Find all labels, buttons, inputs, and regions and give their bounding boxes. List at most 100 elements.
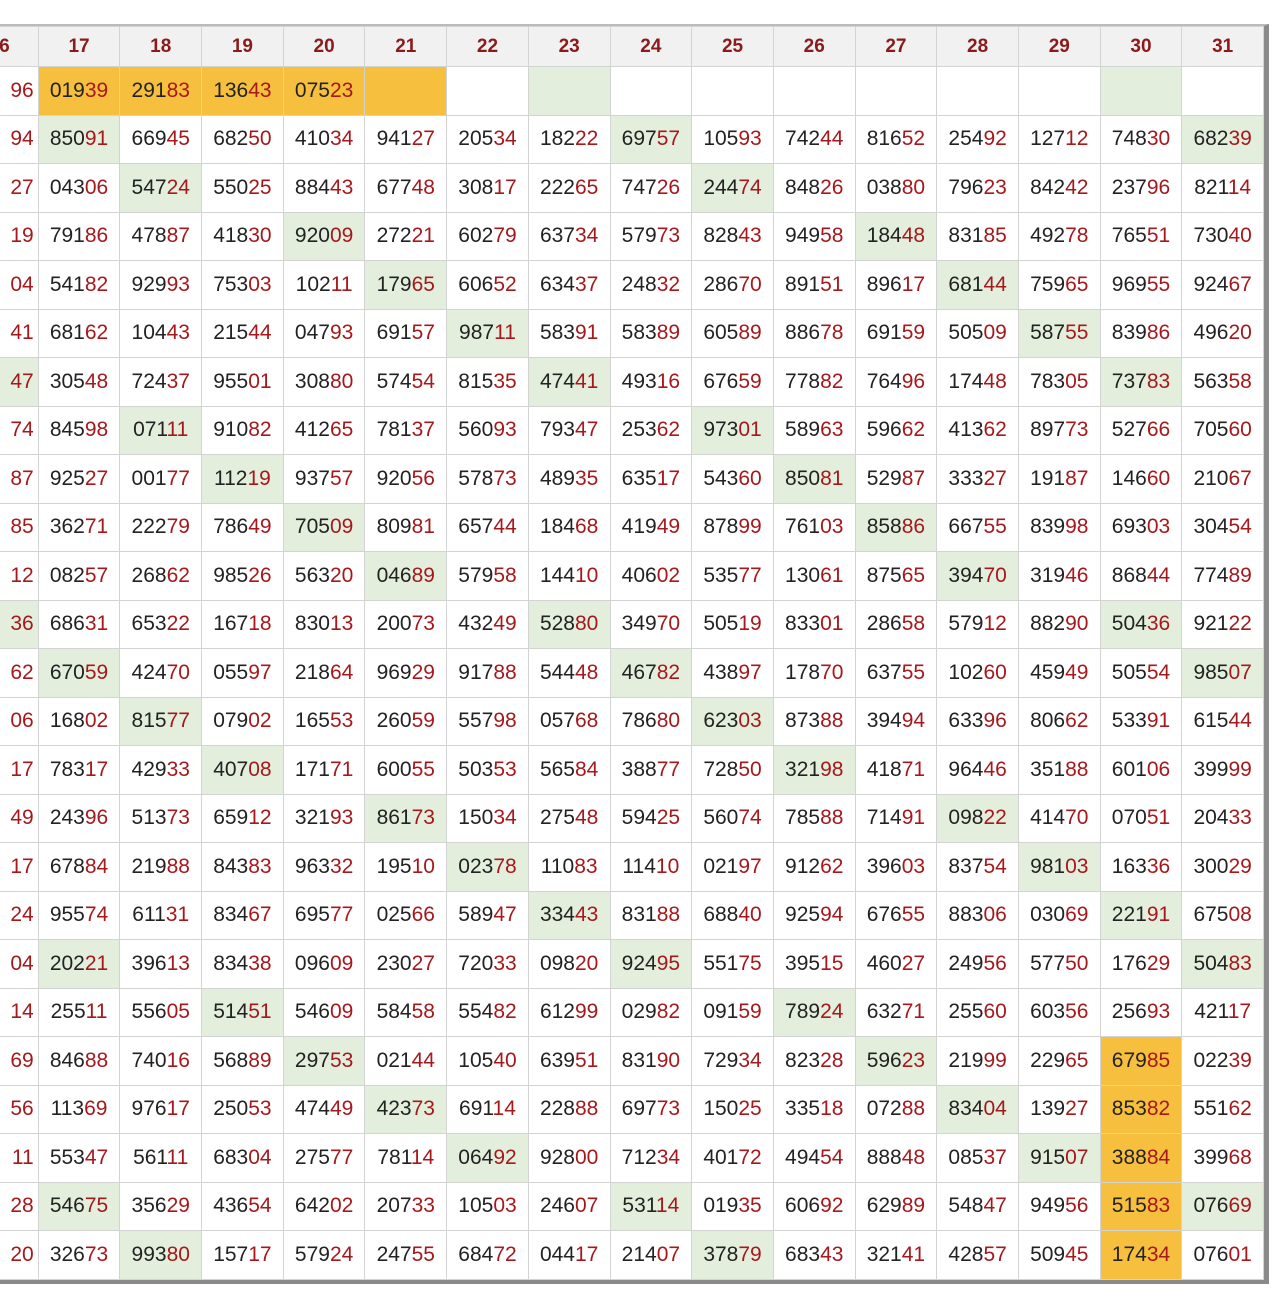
leading-digits: 275 bbox=[294, 1145, 330, 1169]
trailing-digits: 33 bbox=[493, 951, 517, 975]
leading-digits: 682 bbox=[213, 127, 249, 151]
leading-digits: 228 bbox=[539, 1097, 575, 1121]
column-header: 19 bbox=[201, 26, 284, 67]
leading-digits: 171 bbox=[294, 757, 330, 781]
trailing-digits: 36 bbox=[1146, 854, 1171, 878]
trailing-digits: 91 bbox=[1146, 709, 1171, 733]
leading-digits: 603 bbox=[1030, 1000, 1066, 1024]
trailing-digits: 85 bbox=[983, 224, 1007, 248]
number-cell: 62989 bbox=[854, 1181, 938, 1231]
trailing-digits: 44 bbox=[248, 321, 272, 345]
leading-digits: 305 bbox=[49, 369, 85, 393]
number-cell: 41034 bbox=[282, 114, 366, 164]
trailing-digits: 82 bbox=[820, 369, 844, 393]
trailing-digits: 51 bbox=[1146, 806, 1171, 830]
leading-digits: 764 bbox=[866, 369, 902, 393]
number-cell: 63437 bbox=[527, 260, 611, 310]
number-cell: 19187 bbox=[1017, 454, 1101, 504]
number-cell: 15034 bbox=[446, 793, 529, 843]
number-cell: 72934 bbox=[691, 1036, 774, 1086]
leading-digits: 064 bbox=[458, 1145, 494, 1169]
number-cell: 56093 bbox=[446, 405, 529, 455]
trailing-digits: 61 bbox=[820, 563, 844, 587]
leading-digits: 150 bbox=[703, 1097, 739, 1121]
leading-digits: 828 bbox=[703, 224, 739, 248]
trailing-digits: 74 bbox=[10, 418, 34, 442]
number-cell: 55025 bbox=[201, 163, 284, 213]
number-cell: 50509 bbox=[936, 308, 1019, 358]
trailing-digits: 12 bbox=[983, 612, 1007, 636]
leading-digits: 963 bbox=[294, 854, 330, 878]
number-cell: 06492 bbox=[446, 1133, 529, 1183]
number-cell: 68239 bbox=[1181, 114, 1264, 164]
leading-digits: 637 bbox=[866, 660, 902, 684]
number-cell: 14410 bbox=[527, 551, 611, 601]
number-cell: 67748 bbox=[364, 163, 448, 213]
leading-digits: 268 bbox=[131, 563, 167, 587]
data-row: 27 04306 54724 55025 88443 67748 30817 22265 747… bbox=[0, 163, 1264, 213]
number-cell: 35188 bbox=[1017, 745, 1101, 795]
trailing-digits: 74 bbox=[738, 175, 762, 199]
leading-digits: 955 bbox=[213, 369, 249, 393]
trailing-digits: 24 bbox=[329, 1242, 354, 1266]
trailing-digits: 48 bbox=[901, 1145, 926, 1169]
number-cell: 18468 bbox=[527, 502, 611, 552]
number-cell: 79347 bbox=[527, 405, 611, 455]
trailing-digits: 64 bbox=[329, 660, 354, 684]
leading-digits: 742 bbox=[785, 127, 821, 151]
number-cell: 46782 bbox=[609, 648, 693, 698]
number-cell: 40602 bbox=[609, 551, 693, 601]
trailing-digits: 85 bbox=[10, 515, 34, 539]
trailing-digits: 09 bbox=[329, 951, 354, 975]
trailing-digits: 93 bbox=[493, 418, 517, 442]
leading-digits: 247 bbox=[376, 1242, 412, 1266]
leading-digits: 712 bbox=[621, 1145, 657, 1169]
number-cell: 56111 bbox=[119, 1133, 203, 1183]
leading-digits: 075 bbox=[294, 78, 330, 102]
number-cell: 78680 bbox=[609, 696, 693, 746]
number-cell: 32193 bbox=[282, 793, 366, 843]
leading-digits: 705 bbox=[294, 515, 330, 539]
trailing-digits: 98 bbox=[1065, 515, 1089, 539]
number-cell: 56584 bbox=[527, 745, 611, 795]
trailing-digits: 89 bbox=[1228, 563, 1252, 587]
number-cell: 09822 bbox=[936, 793, 1019, 843]
trailing-digits: 28 bbox=[820, 1048, 844, 1072]
number-cell: 55482 bbox=[446, 987, 529, 1037]
trailing-digits: 47 bbox=[575, 418, 599, 442]
number-cell: 92056 bbox=[364, 454, 448, 504]
number-cell: 79623 bbox=[936, 163, 1019, 213]
number-cell: 50519 bbox=[691, 599, 774, 649]
leading-digits: 785 bbox=[785, 806, 821, 830]
trailing-digits: 91 bbox=[901, 806, 926, 830]
trailing-digits: 70 bbox=[738, 272, 762, 296]
leading-digits: 921 bbox=[1193, 612, 1229, 636]
trailing-digits: 81 bbox=[820, 466, 844, 490]
number-cell: 60106 bbox=[1099, 745, 1183, 795]
number-cell: 86173 bbox=[364, 793, 448, 843]
number-cell: 30880 bbox=[282, 357, 366, 407]
trailing-digits: 25 bbox=[738, 1097, 762, 1121]
trailing-digits: 02 bbox=[84, 709, 109, 733]
trailing-digits: 11 bbox=[330, 272, 353, 296]
leading-digits: 249 bbox=[948, 951, 984, 975]
number-cell: 91082 bbox=[201, 405, 284, 455]
number-cell: 30817 bbox=[446, 163, 529, 213]
number-cell: 63517 bbox=[609, 454, 693, 504]
leading-digits: 321 bbox=[294, 806, 330, 830]
number-cell: 21544 bbox=[201, 308, 284, 358]
trailing-digits: 53 bbox=[248, 1097, 272, 1121]
number-cell: 89773 bbox=[1017, 405, 1101, 455]
trailing-digits: 78 bbox=[493, 854, 517, 878]
trailing-digits: 85 bbox=[1146, 1048, 1171, 1072]
leading-digits: 675 bbox=[1193, 903, 1229, 927]
trailing-digits: 10 bbox=[575, 563, 599, 587]
number-cell: 87565 bbox=[854, 551, 938, 601]
leading-digits: 248 bbox=[621, 272, 657, 296]
number-cell: 59623 bbox=[854, 1036, 938, 1086]
data-row: 04 54182 92993 75303 10211 17965 60652 63437 248… bbox=[0, 260, 1264, 310]
leading-digits: 218 bbox=[294, 660, 330, 684]
number-cell: 50436 bbox=[1099, 599, 1183, 649]
number-cell: 23027 bbox=[364, 939, 448, 989]
number-cell: 18448 bbox=[854, 211, 938, 261]
